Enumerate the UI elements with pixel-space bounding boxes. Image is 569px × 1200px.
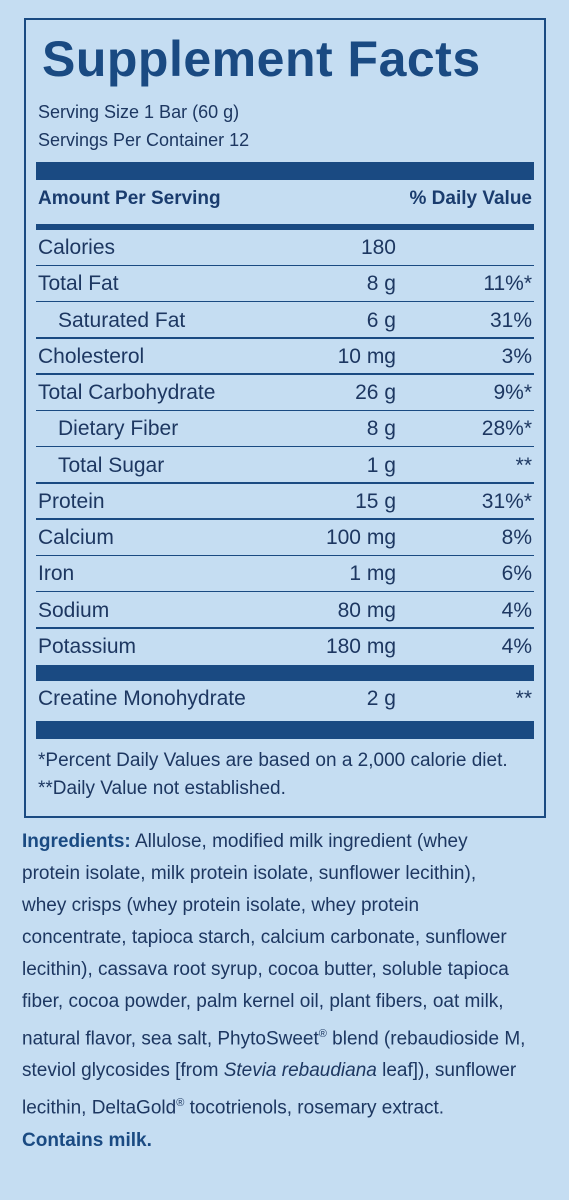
supplement-facts-panel: Supplement Facts Serving Size 1 Bar (60 …: [24, 18, 546, 818]
nutrient-amount: 26 g: [355, 381, 396, 404]
registered-mark: ®: [318, 1028, 327, 1040]
row-divider: [36, 554, 534, 556]
thick-divider-top: [36, 162, 534, 180]
nutrient-amount: 15 g: [355, 489, 396, 513]
ingredients-line: lecithin, DeltaGold® tocotrienols, rosem…: [22, 1097, 445, 1119]
daily-value-header: % Daily Value: [409, 188, 532, 209]
nutrient-row: Potassium 180 mg 4%: [36, 629, 534, 665]
nutrient-daily-value: 8%: [501, 526, 532, 549]
nutrient-daily-value: 31%*: [481, 489, 532, 513]
nutrient-name: Creatine Monohydrate: [38, 687, 246, 710]
nutrient-amount: 1 g: [366, 453, 396, 477]
nutrient-daily-value: 4%: [501, 634, 532, 658]
ingredients-line: Ingredients: Allulose, modified milk ing…: [22, 831, 468, 852]
nutrient-daily-value: 6%: [501, 562, 532, 586]
nutrient-daily-value: 28%*: [481, 417, 532, 441]
row-divider: [36, 264, 534, 266]
medium-divider: [36, 224, 534, 230]
nutrient-amount: 100 mg: [325, 526, 396, 549]
nutrient-daily-value: **: [515, 687, 532, 710]
nutrient-amount: 180 mg: [325, 634, 396, 658]
nutrient-daily-value: 4%: [501, 598, 532, 622]
nutrient-amount: 6 g: [366, 308, 396, 332]
nutrient-amount: 2 g: [366, 687, 396, 710]
nutrient-row: Dietary Fiber 8 g 28%*: [36, 411, 534, 448]
nutrient-name: Dietary Fiber: [58, 417, 179, 441]
nutrient-daily-value: 31%: [489, 308, 532, 332]
ingredients-block: Ingredients: Allulose, modified milk ing…: [22, 826, 552, 1157]
row-divider: [36, 445, 534, 448]
nutrient-row: Iron 1 mg 6%: [36, 556, 534, 593]
nutrient-row: Saturated Fat 6 g 31%: [36, 303, 534, 339]
ingredients-line: natural flavor, sea salt, PhytoSweet® bl…: [22, 1028, 526, 1050]
nutrient-amount: 8 g: [366, 272, 396, 296]
nutrient-amount: 1 mg: [349, 562, 396, 586]
nutrient-name: Potassium: [38, 634, 137, 658]
row-divider: [36, 627, 534, 629]
row-divider: [36, 373, 534, 375]
footnote-not-established: **Daily Value not established.: [38, 778, 286, 799]
nutrient-name: Total Sugar: [58, 453, 165, 477]
serving-size: Serving Size 1 Bar (60 g): [38, 102, 240, 122]
row-divider: [36, 518, 534, 520]
nutrient-name: Saturated Fat: [58, 308, 186, 332]
footnote-percent: *Percent Daily Values are based on a 2,0…: [38, 750, 508, 771]
servings-per-container: Servings Per Container 12: [38, 130, 250, 150]
nutrient-daily-value: **: [515, 453, 532, 477]
row-divider: [36, 482, 534, 484]
nutrient-amount: 80 mg: [337, 598, 396, 622]
nutrient-name: Total Carbohydrate: [38, 381, 216, 404]
nutrient-daily-value: 11%*: [483, 272, 532, 296]
amount-per-serving-header: Amount Per Serving: [38, 188, 221, 209]
nutrient-name: Calcium: [38, 526, 114, 549]
nutrient-name: Total Fat: [38, 272, 119, 296]
nutrient-row: Total Carbohydrate 26 g 9%*: [36, 375, 534, 411]
nutrient-name: Iron: [38, 562, 75, 586]
registered-mark: ®: [176, 1097, 185, 1110]
nutrient-amount: 180: [360, 236, 396, 259]
ingredients-line: whey crisps (whey protein isolate, whey …: [22, 895, 420, 916]
nutrient-amount: 8 g: [366, 417, 396, 441]
stevia-species: Stevia rebaudiana: [223, 1060, 377, 1082]
nutrient-row: Total Sugar 1 g **: [36, 448, 534, 484]
thick-divider-mid: [36, 665, 534, 681]
nutrient-name: Calories: [38, 236, 116, 259]
nutrient-name: Protein: [38, 489, 105, 513]
nutrient-row: Protein 15 g 31%*: [36, 484, 534, 520]
nutrient-row: Sodium 80 mg 4%: [36, 593, 534, 629]
row-divider: [36, 409, 534, 411]
ingredients-line: concentrate, tapioca starch, calcium car…: [22, 927, 507, 948]
nutrient-daily-value: 3%: [501, 344, 532, 368]
nutrient-row: Cholesterol 10 mg 3%: [36, 339, 534, 375]
allergen-statement: Contains milk.: [22, 1129, 152, 1151]
ingredients-line: fiber, cocoa powder, palm kernel oil, pl…: [22, 991, 504, 1012]
nutrient-row: Calories 180: [36, 230, 534, 266]
nutrient-row: Total Fat 8 g 11%*: [36, 266, 534, 303]
nutrient-row: Calcium 100 mg 8%: [36, 520, 534, 556]
ingredients-line: steviol glycosides [from Stevia rebaudia…: [22, 1060, 517, 1082]
nutrient-daily-value: 9%*: [493, 381, 532, 404]
nutrient-name: Cholesterol: [38, 344, 145, 368]
nutrient-name: Sodium: [38, 598, 110, 622]
ingredients-label: Ingredients:: [22, 831, 131, 852]
nutrient-amount: 10 mg: [337, 344, 396, 368]
ingredients-line: lecithin), cassava root syrup, cocoa but…: [22, 959, 509, 980]
thick-divider-bottom: [36, 721, 534, 739]
panel-title: Supplement Facts: [42, 31, 481, 87]
row-divider: [36, 590, 534, 593]
creatine-row: Creatine Monohydrate 2 g **: [36, 681, 534, 717]
row-divider: [36, 337, 534, 339]
row-divider: [36, 300, 534, 303]
ingredients-line: protein isolate, milk protein isolate, s…: [22, 863, 477, 884]
